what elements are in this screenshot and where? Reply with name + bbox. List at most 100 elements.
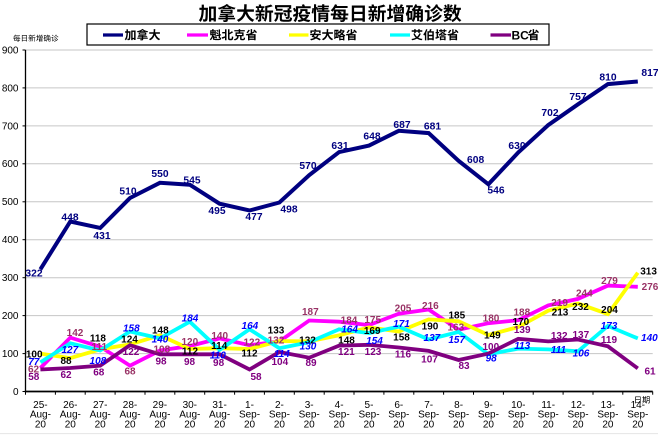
svg-text:20: 20 <box>124 419 136 430</box>
svg-text:817: 817 <box>641 68 658 79</box>
svg-text:20: 20 <box>214 419 226 430</box>
svg-text:Aug-: Aug- <box>30 410 51 421</box>
svg-text:148: 148 <box>152 326 169 337</box>
svg-text:113: 113 <box>514 341 530 352</box>
svg-text:98: 98 <box>486 354 498 365</box>
svg-text:163: 163 <box>447 323 464 334</box>
svg-text:800: 800 <box>2 83 19 94</box>
svg-text:142: 142 <box>67 328 84 339</box>
svg-text:213: 213 <box>552 308 569 319</box>
svg-text:185: 185 <box>448 311 465 322</box>
svg-text:631: 631 <box>331 141 348 152</box>
svg-text:8-: 8- <box>454 400 463 411</box>
svg-text:114: 114 <box>274 349 290 360</box>
svg-text:20: 20 <box>423 419 435 430</box>
svg-text:630: 630 <box>508 141 525 152</box>
svg-text:31-: 31- <box>212 400 226 411</box>
svg-text:219: 219 <box>551 298 568 309</box>
svg-text:495: 495 <box>208 206 225 217</box>
svg-text:187: 187 <box>302 307 319 318</box>
svg-text:100: 100 <box>482 342 499 353</box>
svg-text:127: 127 <box>61 345 78 356</box>
svg-text:Aug-: Aug- <box>60 410 81 421</box>
svg-text:20: 20 <box>572 419 584 430</box>
svg-text:300: 300 <box>2 273 19 284</box>
svg-text:14-: 14- <box>631 400 645 411</box>
svg-text:Sep-: Sep- <box>597 410 618 421</box>
svg-text:20: 20 <box>453 419 465 430</box>
svg-text:114: 114 <box>211 341 228 352</box>
svg-text:106: 106 <box>573 349 590 360</box>
svg-text:648: 648 <box>363 131 380 142</box>
svg-text:600: 600 <box>2 159 19 170</box>
svg-text:100: 100 <box>26 349 43 360</box>
svg-text:171: 171 <box>393 319 410 330</box>
svg-text:130: 130 <box>300 342 317 353</box>
svg-text:Aug-: Aug- <box>149 410 170 421</box>
svg-text:27-: 27- <box>93 400 107 411</box>
svg-text:110: 110 <box>210 351 226 362</box>
svg-text:400: 400 <box>2 235 19 246</box>
svg-text:Sep-: Sep- <box>239 410 260 421</box>
svg-text:6-: 6- <box>394 400 403 411</box>
svg-text:83: 83 <box>458 361 470 372</box>
svg-text:546: 546 <box>487 186 504 197</box>
svg-text:68: 68 <box>93 368 105 379</box>
svg-text:20: 20 <box>513 419 525 430</box>
svg-text:157: 157 <box>448 335 465 346</box>
svg-text:158: 158 <box>123 324 140 335</box>
svg-text:Aug-: Aug- <box>119 410 140 421</box>
svg-text:184: 184 <box>341 316 358 327</box>
svg-text:Sep-: Sep- <box>448 410 469 421</box>
svg-text:26-: 26- <box>63 400 77 411</box>
svg-text:322: 322 <box>25 269 42 280</box>
svg-text:104: 104 <box>271 357 288 368</box>
svg-text:0: 0 <box>13 387 19 398</box>
svg-text:Aug-: Aug- <box>179 410 200 421</box>
svg-text:28-: 28- <box>123 400 137 411</box>
svg-text:154: 154 <box>366 336 383 347</box>
svg-text:89: 89 <box>305 358 317 369</box>
svg-text:170: 170 <box>513 317 530 328</box>
svg-text:111: 111 <box>92 342 108 353</box>
svg-text:169: 169 <box>364 326 381 337</box>
svg-text:20: 20 <box>602 419 614 430</box>
svg-text:108: 108 <box>153 345 170 356</box>
svg-text:20: 20 <box>184 419 196 430</box>
svg-text:111: 111 <box>551 345 567 356</box>
svg-text:3-: 3- <box>305 400 314 411</box>
svg-text:232: 232 <box>572 302 589 313</box>
svg-text:Sep-: Sep- <box>299 410 320 421</box>
svg-text:98: 98 <box>184 357 196 368</box>
svg-text:5-: 5- <box>365 400 374 411</box>
svg-text:313: 313 <box>640 267 657 278</box>
svg-text:448: 448 <box>61 213 78 224</box>
svg-text:700: 700 <box>2 121 19 132</box>
svg-text:68: 68 <box>124 367 136 378</box>
svg-text:Sep-: Sep- <box>538 410 559 421</box>
svg-text:20: 20 <box>334 419 346 430</box>
svg-text:900: 900 <box>2 45 19 56</box>
svg-text:205: 205 <box>395 303 412 314</box>
svg-text:120: 120 <box>181 337 198 348</box>
svg-text:Sep-: Sep- <box>388 410 409 421</box>
svg-text:Sep-: Sep- <box>567 410 588 421</box>
svg-text:204: 204 <box>601 305 618 316</box>
svg-text:216: 216 <box>422 301 439 312</box>
svg-text:58: 58 <box>250 372 262 383</box>
svg-text:148: 148 <box>338 336 355 347</box>
svg-text:121: 121 <box>338 347 355 358</box>
svg-text:11-: 11- <box>541 400 555 411</box>
svg-text:122: 122 <box>243 338 260 349</box>
svg-text:20: 20 <box>304 419 316 430</box>
svg-text:62: 62 <box>28 365 40 376</box>
svg-text:477: 477 <box>245 212 262 223</box>
svg-text:119: 119 <box>601 335 618 346</box>
svg-text:133: 133 <box>268 326 285 337</box>
svg-text:107: 107 <box>421 355 438 366</box>
svg-text:810: 810 <box>599 72 616 83</box>
svg-text:30-: 30- <box>183 400 197 411</box>
svg-text:188: 188 <box>513 307 530 318</box>
svg-text:164: 164 <box>341 325 358 336</box>
svg-text:98: 98 <box>155 357 167 368</box>
